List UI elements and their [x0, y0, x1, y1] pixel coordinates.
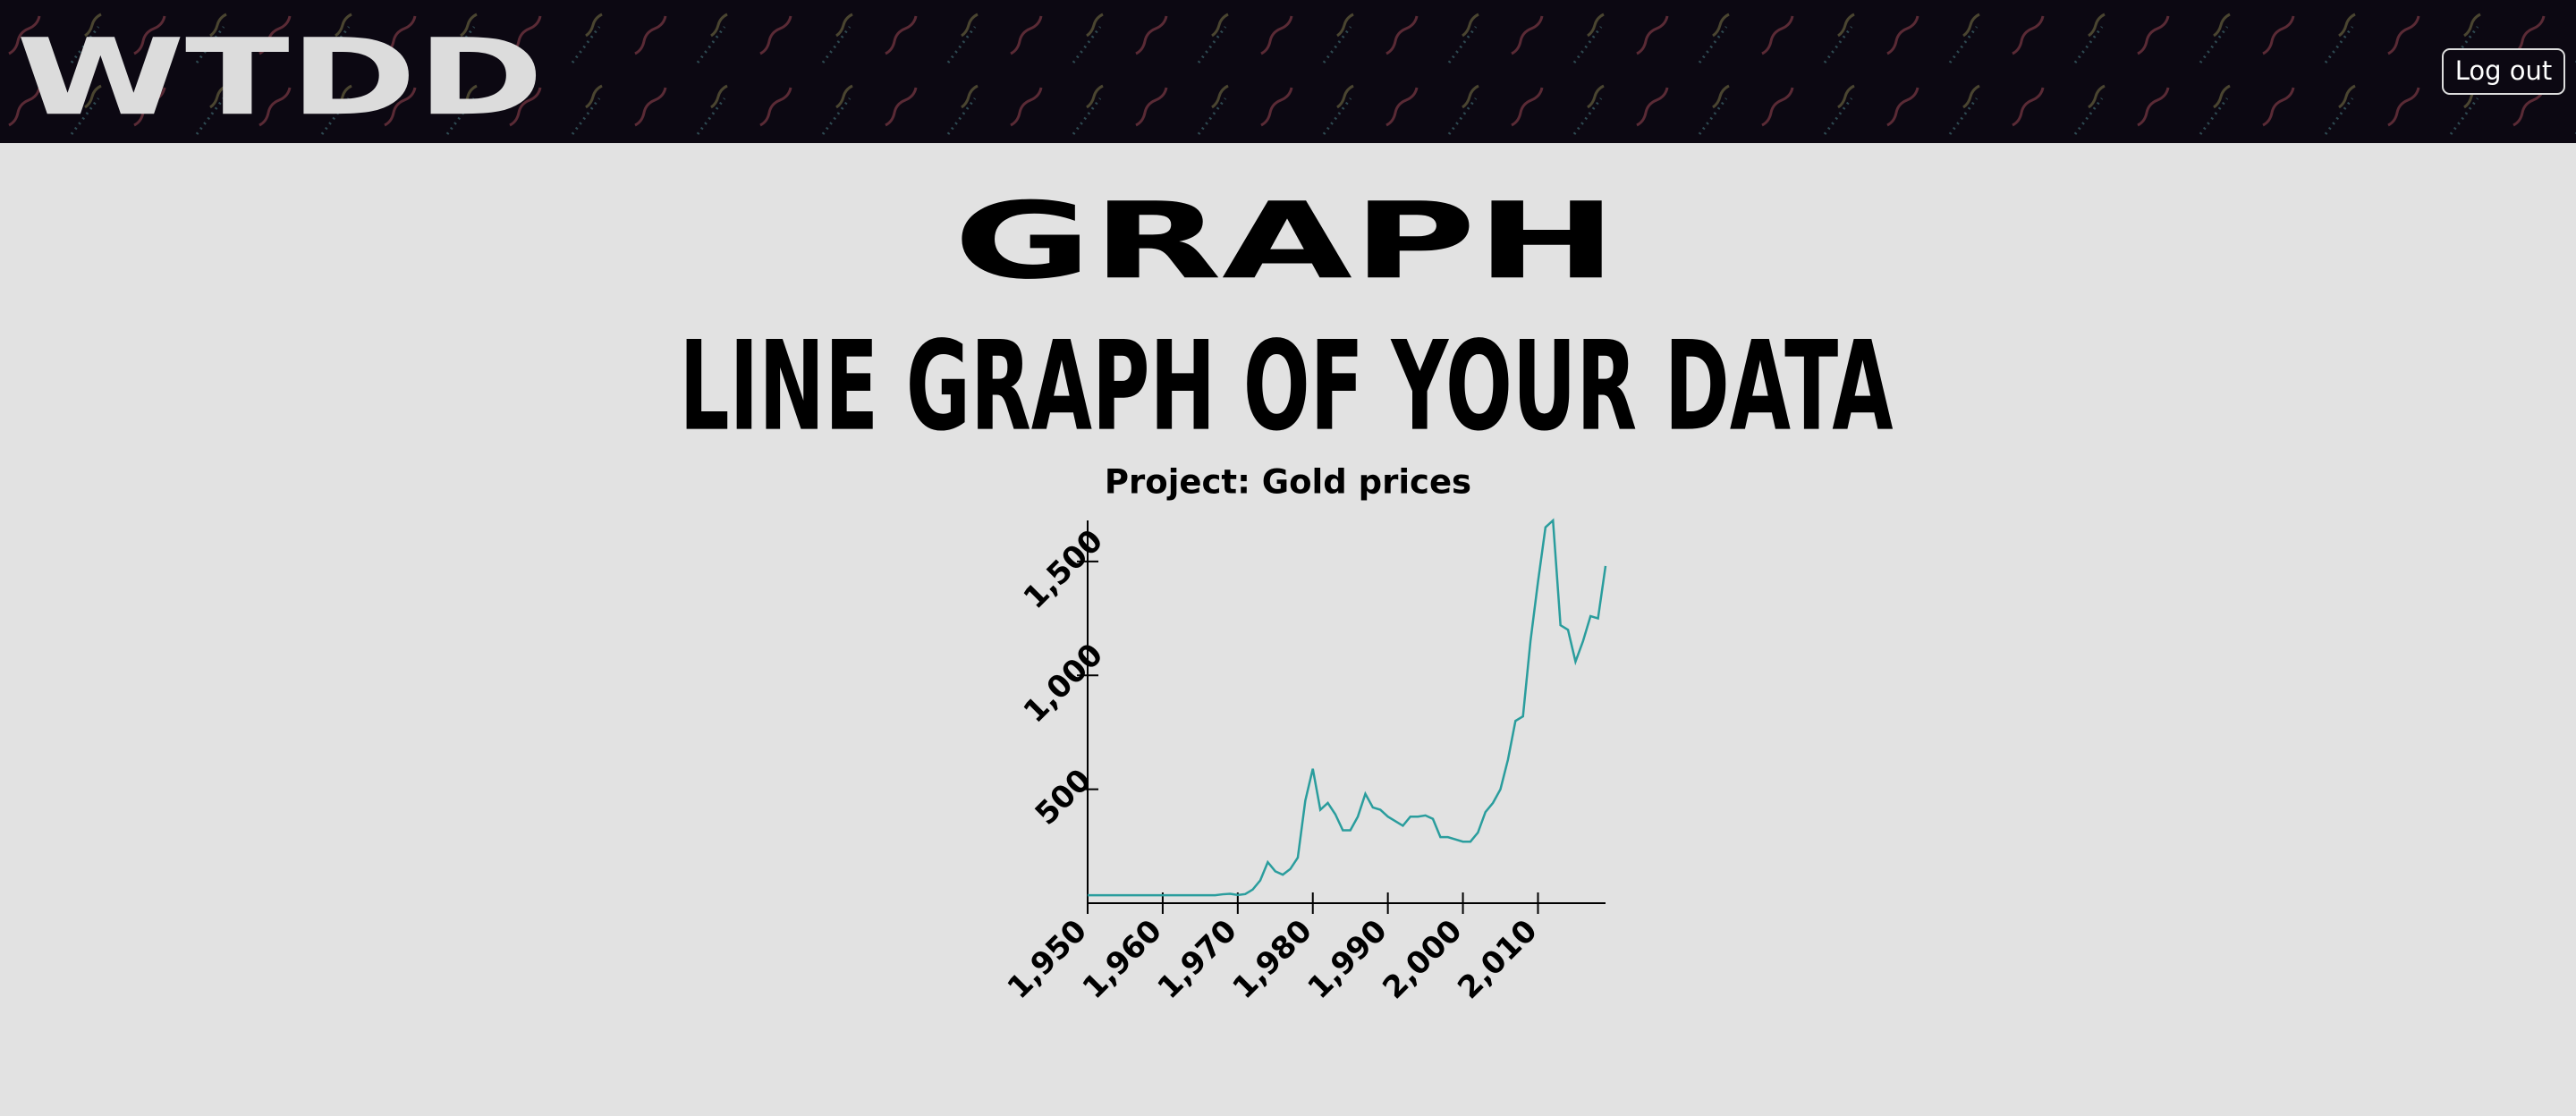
logout-label[interactable]: Log out [2455, 55, 2553, 86]
x-tick-label: 1,950 [1001, 913, 1094, 1006]
chart: 5001,0001,5001,9501,9601,9701,9801,9902,… [1001, 518, 1607, 1006]
chart-title: Project: Gold prices [1105, 463, 1471, 502]
logout-button[interactable] [2442, 48, 2565, 95]
page-title: GRAPH [953, 179, 1617, 302]
x-tick-label: 1,980 [1225, 913, 1318, 1006]
logo: WTDD [16, 15, 544, 139]
data-line [1088, 518, 1607, 897]
x-tick-label: 2,010 [1451, 913, 1544, 1006]
y-tick-label: 1,500 [1017, 523, 1110, 616]
x-tick-label: 1,970 [1151, 913, 1244, 1006]
x-tick-label: 1,960 [1076, 913, 1169, 1006]
header-pattern [0, 0, 2576, 143]
x-tick-label: 1,990 [1301, 913, 1394, 1006]
page-heading: LINE GRAPH OF YOUR DATA [680, 315, 1894, 459]
x-tick-label: 2,000 [1376, 913, 1469, 1006]
y-tick-label: 1,000 [1017, 637, 1110, 730]
